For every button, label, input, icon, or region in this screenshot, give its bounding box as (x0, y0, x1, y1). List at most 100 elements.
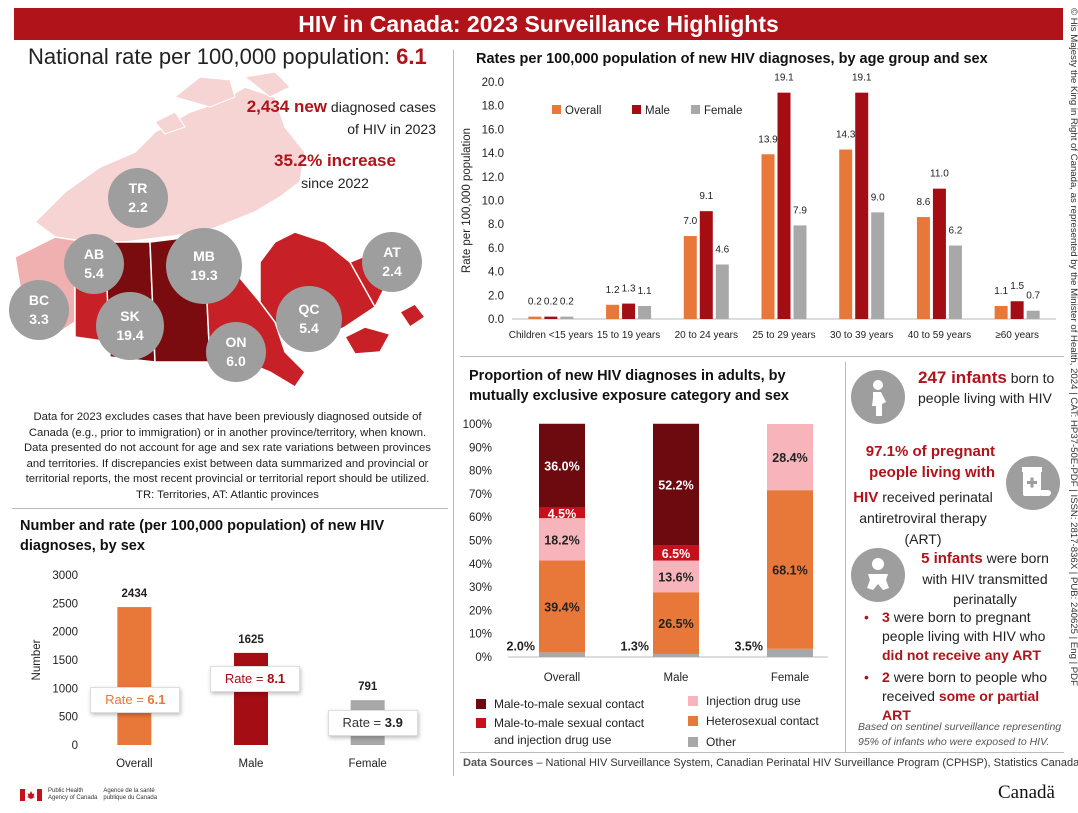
segment-label: 52.2% (658, 479, 693, 493)
data-label: 19.1 (774, 73, 794, 84)
bar-overall (839, 149, 853, 319)
segment-label: 1.3% (621, 639, 650, 653)
bar-overall (761, 154, 775, 319)
bar-overall (683, 236, 697, 319)
data-label: 1.1 (994, 286, 1008, 297)
bar-female (871, 212, 885, 319)
right-divider (460, 356, 1064, 357)
y-tick-label: 50% (469, 536, 492, 548)
y-tick-label: 14.0 (482, 148, 504, 160)
infant-icon (851, 548, 905, 602)
y-tick-label: 0 (72, 740, 78, 752)
y-tick-label: 10.0 (482, 196, 504, 208)
x-tick-label: 40 to 59 years (908, 330, 971, 341)
inner-divider (845, 362, 846, 752)
copyright-vertical: © His Majesty the King in Right of Canad… (1068, 8, 1078, 686)
increase-stat: 35.2% increase since 2022 (274, 151, 396, 191)
national-rate-value: 6.1 (396, 44, 427, 69)
y-tick-label: 500 (59, 712, 78, 724)
data-label: 13.9 (758, 134, 778, 145)
bottom-divider (460, 752, 1064, 753)
y-tick-label: 70% (469, 489, 492, 501)
x-tick-label: 25 to 29 years (752, 330, 815, 341)
medication-icon (1006, 456, 1060, 510)
y-tick-label: 2000 (52, 627, 78, 639)
x-tick-label: Female (771, 672, 809, 684)
bar-overall (606, 304, 620, 319)
legend-het: Heterosexual contact (688, 713, 819, 730)
y-tick-label: 8.0 (488, 219, 504, 231)
legend-other: Other (688, 734, 736, 751)
y-tick-label: 16.0 (482, 124, 504, 136)
segment-label: 13.6% (658, 570, 693, 584)
y-tick-label: 1500 (52, 655, 78, 667)
legend-idu: Injection drug use (688, 693, 801, 710)
left-divider (12, 508, 448, 509)
y-tick-label: 12.0 (482, 172, 504, 184)
legend-label-female: Female (704, 105, 742, 117)
y-tick-label: 18.0 (482, 101, 504, 113)
sentinel-note: Based on sentinel surveillance represent… (858, 721, 1062, 748)
segment-male-to-male-sexual-contact-and-injection-drug-use (653, 545, 699, 561)
bar-female (1026, 310, 1040, 319)
legend-msm-idu: Male-to-male sexual contact and injection… (476, 715, 644, 749)
canada-wordmark: Canadä (998, 782, 1055, 803)
exposure-chart-title: Proportion of new HIV diagnoses in adult… (469, 368, 789, 404)
rate-box-male: Rate = 8.1 (210, 666, 300, 692)
segment-label: 6.5% (662, 547, 691, 561)
y-tick-label: 100% (463, 419, 492, 431)
segment-male-to-male-sexual-contact (539, 423, 585, 508)
bar-overall (994, 305, 1008, 319)
canada-flag-icon (20, 789, 42, 801)
y-tick-label: 2.0 (488, 290, 504, 302)
bubble-qc: QC 5.4 (276, 286, 342, 352)
legend-swatch-female (691, 105, 700, 114)
bar-overall (916, 217, 930, 319)
bar-male (1010, 301, 1024, 319)
data-label: 7.0 (683, 216, 697, 227)
segment-injection-drug-use (767, 424, 813, 491)
data-label: 1.3 (622, 284, 636, 295)
segment-label: 68.1% (772, 564, 807, 578)
segment-label: 39.4% (544, 600, 579, 614)
segment-label: 2.0% (507, 639, 536, 653)
bar-male (777, 92, 791, 319)
y-tick-label: 20% (469, 605, 492, 617)
bar-female (793, 225, 807, 319)
bar-female (560, 316, 574, 319)
data-label: 11.0 (930, 169, 949, 180)
legend-msm: Male-to-male sexual contact (476, 696, 644, 713)
bar-male (622, 303, 636, 319)
bubble-sk: SK 19.4 (96, 292, 164, 360)
data-label: 8.6 (916, 197, 930, 208)
bubble-ab: AB 5.4 (64, 234, 124, 294)
age-chart-title: Rates per 100,000 population of new HIV … (476, 51, 988, 67)
segment-label: 28.4% (772, 451, 807, 465)
national-rate-label: National rate per 100,000 population: (28, 44, 391, 69)
bar-female (948, 245, 962, 319)
segment-label: 26.5% (658, 617, 693, 631)
legend-swatch-overall (552, 105, 561, 114)
data-label: 9.0 (871, 192, 885, 203)
national-rate: National rate per 100,000 population: 6.… (28, 44, 427, 70)
bar-female (638, 305, 652, 319)
legend-label-male: Male (645, 105, 670, 117)
y-tick-label: 0% (475, 652, 492, 664)
data-label: 0.2 (560, 297, 574, 308)
y-tick-label: 0.0 (488, 314, 504, 326)
y-tick-label: 6.0 (488, 243, 504, 255)
segment-label: 3.5% (735, 639, 764, 653)
new-cases-stat: 2,434 new diagnosed cases of HIV in 2023 (246, 97, 436, 137)
pregnant-art-stat: 97.1% of pregnant people living with (865, 443, 995, 481)
column-divider (453, 50, 454, 776)
data-label: 14.3 (836, 130, 856, 141)
x-tick-label: Overall (544, 672, 580, 684)
y-tick-label: 90% (469, 442, 492, 454)
data-sources: Data Sources – National HIV Surveillance… (463, 757, 1078, 769)
legend-swatch-male (632, 105, 641, 114)
y-tick-label: 4.0 (488, 267, 504, 279)
data-label: 1.1 (638, 286, 652, 297)
segment-label: 4.5% (548, 507, 577, 521)
bar-male (699, 211, 713, 319)
segment-other (653, 653, 699, 657)
